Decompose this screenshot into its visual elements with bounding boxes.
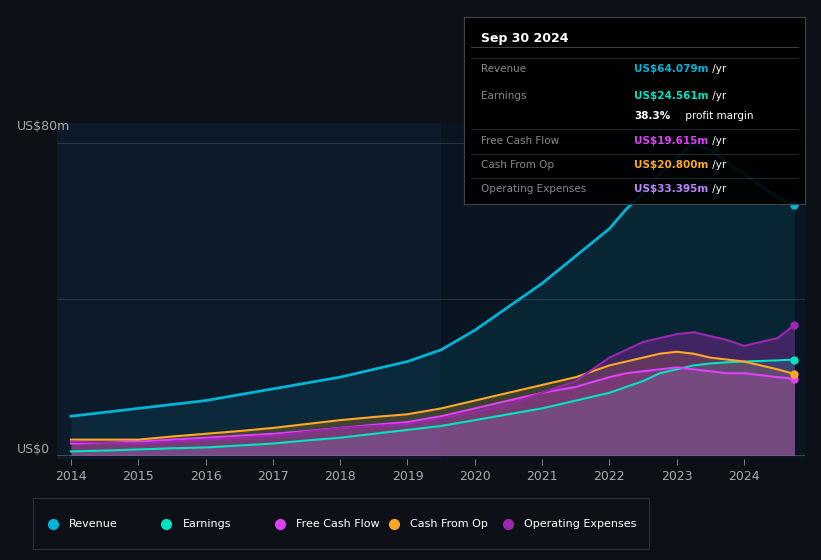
Text: Cash From Op: Cash From Op [481,160,554,170]
Text: Operating Expenses: Operating Expenses [525,519,636,529]
Text: Free Cash Flow: Free Cash Flow [481,136,559,146]
Text: Revenue: Revenue [69,519,117,529]
Text: US$0: US$0 [16,443,49,456]
Text: /yr: /yr [709,184,727,194]
Text: /yr: /yr [709,91,727,101]
Text: US$80m: US$80m [16,120,70,133]
Text: profit margin: profit margin [682,111,754,121]
Text: US$33.395m: US$33.395m [635,184,709,194]
Text: US$20.800m: US$20.800m [635,160,709,170]
Text: Revenue: Revenue [481,64,526,74]
Bar [441,123,805,459]
Text: Sep 30 2024: Sep 30 2024 [481,32,568,45]
Text: Cash From Op: Cash From Op [410,519,488,529]
Text: US$24.561m: US$24.561m [635,91,709,101]
Text: /yr: /yr [709,136,727,146]
Text: Earnings: Earnings [481,91,526,101]
Text: US$19.615m: US$19.615m [635,136,709,146]
Text: US$64.079m: US$64.079m [635,64,709,74]
Text: Earnings: Earnings [182,519,231,529]
Text: /yr: /yr [709,64,727,74]
Text: /yr: /yr [709,160,727,170]
Text: Operating Expenses: Operating Expenses [481,184,586,194]
Text: 38.3%: 38.3% [635,111,671,121]
Text: Free Cash Flow: Free Cash Flow [296,519,380,529]
